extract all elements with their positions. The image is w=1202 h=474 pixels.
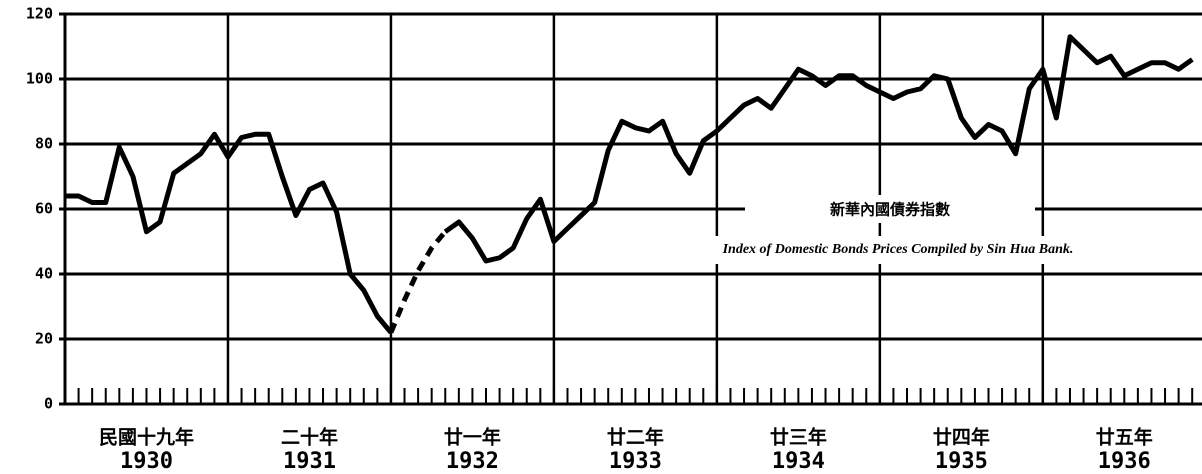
data-line: [388, 230, 448, 334]
year-label-zh: 廿四年: [933, 426, 990, 449]
annotation-zh: 新華內國債券指數: [830, 201, 950, 219]
year-label: 1931: [283, 449, 336, 474]
year-label-zh: 二十年: [281, 426, 338, 449]
year-label: 1932: [446, 449, 499, 474]
annotation-bg: [640, 236, 1160, 264]
annotation-en: Index of Domestic Bonds Prices Compiled …: [722, 242, 1074, 257]
y-tick-label: 120: [26, 5, 53, 23]
year-label-zh: 廿一年: [444, 426, 501, 449]
y-tick-label: 60: [35, 200, 53, 218]
year-label-zh: 廿三年: [770, 426, 827, 449]
year-label: 1936: [1098, 449, 1151, 474]
y-tick-label: 100: [26, 70, 53, 88]
year-label: 1934: [772, 449, 825, 474]
annotation-bg: [745, 195, 1035, 223]
year-label-zh: 廿二年: [607, 426, 664, 449]
y-tick-label: 0: [44, 395, 53, 413]
y-tick-label: 20: [35, 330, 53, 348]
data-line: [65, 34, 1194, 335]
y-tick-label: 80: [35, 135, 53, 153]
y-tick-label: 40: [35, 265, 53, 283]
year-label-zh: 廿五年: [1096, 426, 1153, 449]
year-label: 1935: [935, 449, 988, 474]
year-label: 1930: [120, 449, 173, 474]
year-label: 1933: [609, 449, 662, 474]
year-label-zh: 民國十九年: [99, 426, 194, 449]
